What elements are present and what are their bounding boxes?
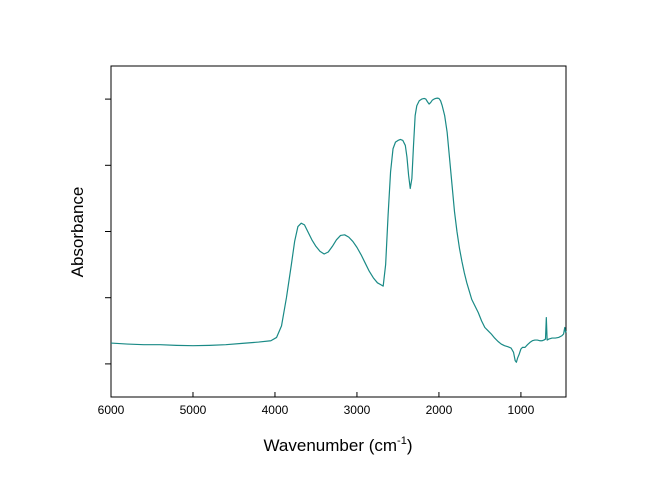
y-axis-label: Absorbance: [68, 187, 87, 278]
x-axis-ticks: 6000 5000 4000 3000 2000 1000: [98, 392, 535, 417]
x-tick-label: 3000: [344, 403, 371, 417]
plot-frame: [110, 65, 567, 398]
y-axis-ticks: [105, 98, 111, 365]
x-tick-label: 2000: [426, 403, 453, 417]
x-axis-label: Wavenumber (cm-1): [264, 435, 413, 455]
x-tick-label: 4000: [262, 403, 289, 417]
x-tick-label: 1000: [508, 403, 535, 417]
x-tick-label: 5000: [180, 403, 207, 417]
x-axis-label-superscript: -1: [397, 435, 407, 447]
series-line: [110, 97, 567, 363]
x-tick-label: 6000: [98, 403, 125, 417]
